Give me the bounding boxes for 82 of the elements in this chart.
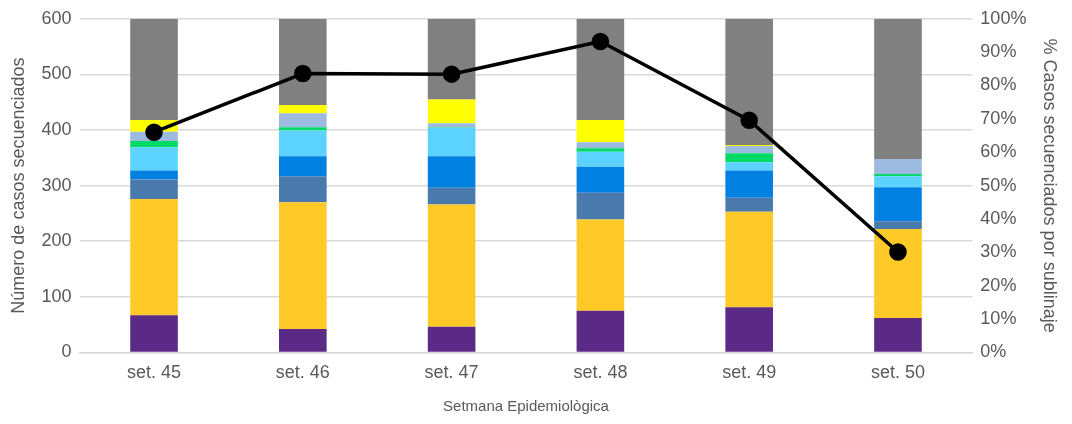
bar — [576, 148, 625, 152]
y-tick-label: 200 — [41, 230, 72, 251]
bar — [279, 130, 327, 157]
bar — [874, 317, 922, 352]
x-tick-label: set. 49 — [722, 362, 777, 383]
y2-tick-label: 80% — [980, 74, 1017, 95]
bar — [874, 228, 922, 318]
bar — [576, 119, 625, 143]
bar — [874, 176, 922, 188]
bar — [130, 198, 178, 316]
point — [294, 64, 312, 83]
bar — [279, 156, 327, 177]
x-tick-label: set. 48 — [573, 362, 628, 383]
bar — [279, 18, 327, 105]
bar — [279, 113, 327, 128]
bar — [576, 219, 625, 311]
bar — [130, 141, 178, 148]
bar — [279, 127, 327, 131]
x-axis-title: Setmana Epidemiològica — [443, 397, 610, 415]
bar — [130, 179, 178, 199]
y2-tick-label: 10% — [980, 308, 1017, 329]
bar — [427, 156, 476, 188]
y2-tick-label: 60% — [980, 141, 1017, 162]
bar — [279, 104, 327, 114]
bar — [279, 176, 327, 203]
bar — [427, 127, 476, 157]
bar — [130, 315, 178, 352]
y-tick-label: 300 — [41, 174, 72, 195]
x-tick-label: set. 47 — [424, 362, 479, 383]
bar — [427, 123, 476, 128]
y-tick-label: 100 — [41, 285, 72, 306]
bar — [725, 146, 773, 154]
bar — [576, 142, 625, 149]
y2-tick-label: 70% — [980, 107, 1017, 128]
bar — [725, 162, 773, 171]
bar — [576, 166, 625, 193]
y-tick-label: 600 — [41, 7, 72, 28]
bar — [130, 147, 178, 171]
y2-tick-label: 90% — [980, 41, 1017, 62]
y2-axis-title: % Casos secuenciados por sublinaje — [1040, 38, 1061, 333]
bar — [874, 18, 922, 159]
bar — [725, 197, 773, 212]
bar — [427, 326, 476, 352]
bar — [279, 202, 327, 330]
y2-tick-label: 40% — [980, 207, 1017, 228]
y-axis-title: Número de casos secuenciados — [7, 57, 28, 314]
bar — [725, 18, 773, 146]
y2-tick-label: 20% — [980, 274, 1017, 295]
bar — [576, 310, 625, 352]
y2-tick-label: 50% — [980, 174, 1017, 195]
bar — [427, 99, 476, 124]
bar — [874, 173, 922, 177]
bar — [576, 18, 625, 120]
x-tick-label: set. 45 — [127, 362, 182, 383]
bar — [874, 221, 922, 229]
y-tick-label: 0 — [61, 341, 72, 362]
bar — [427, 204, 476, 327]
bar — [427, 18, 476, 100]
bar — [427, 187, 476, 205]
y2-tick-label: 100% — [980, 7, 1027, 28]
bar — [725, 211, 773, 308]
bar — [130, 18, 178, 120]
y-tick-label: 400 — [41, 118, 72, 139]
bar — [130, 170, 178, 180]
point — [591, 32, 610, 51]
y-tick-label: 500 — [41, 63, 72, 84]
bar — [725, 170, 773, 198]
bar — [725, 307, 773, 352]
point — [889, 243, 907, 261]
bar — [874, 158, 922, 174]
y2-tick-label: 0% — [980, 341, 1007, 362]
point — [442, 65, 461, 83]
bar — [279, 329, 327, 352]
bar — [874, 187, 922, 222]
bar — [576, 192, 625, 220]
bar — [576, 151, 625, 167]
bar — [725, 153, 773, 163]
x-tick-label: set. 50 — [870, 362, 925, 383]
y2-tick-label: 30% — [980, 241, 1017, 262]
x-tick-label: set. 46 — [275, 362, 330, 383]
point — [740, 111, 758, 129]
point — [145, 123, 163, 141]
